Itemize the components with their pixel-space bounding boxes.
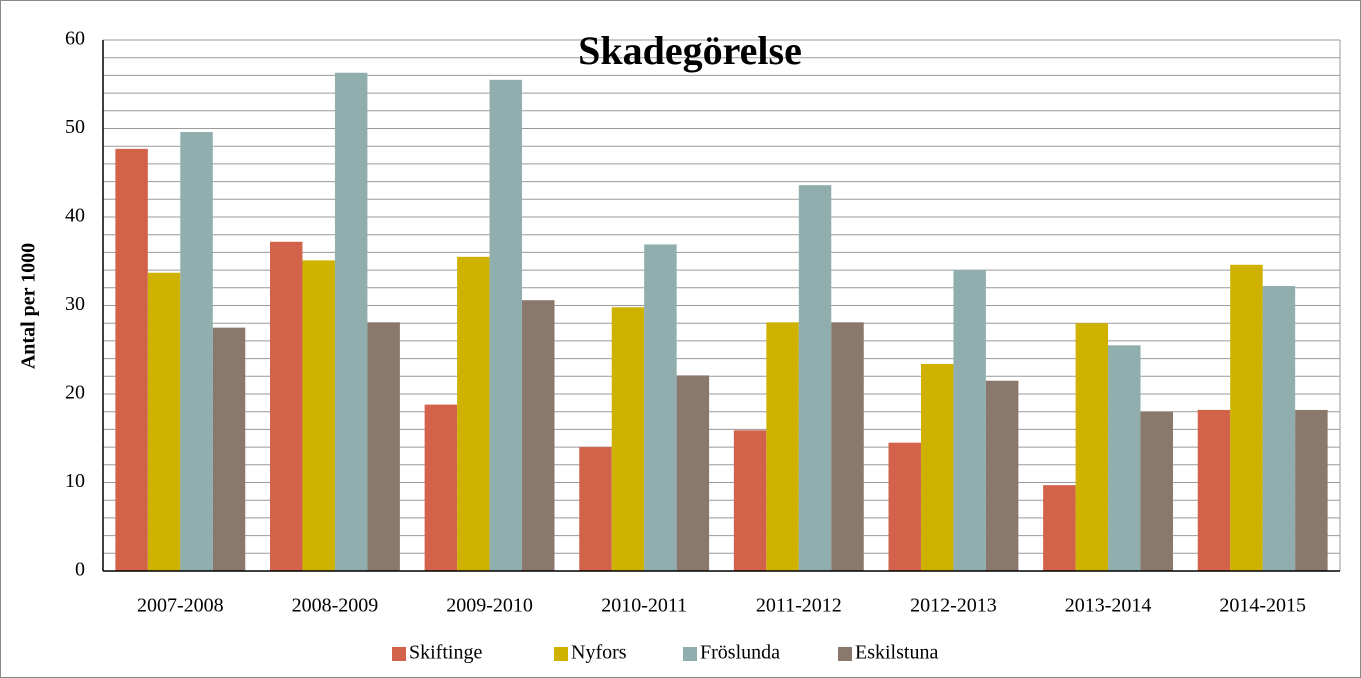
bar: [1230, 264, 1263, 571]
bar: [1108, 345, 1141, 571]
legend-swatch: [838, 647, 852, 661]
bar: [424, 404, 458, 571]
legend-label: Eskilstuna: [855, 642, 938, 664]
y-tick-label: 30: [65, 293, 85, 315]
bar: [1197, 409, 1231, 571]
legend-label: Nyfors: [571, 642, 627, 664]
legend-swatch: [554, 647, 568, 661]
bar: [180, 132, 213, 572]
bar: [147, 272, 181, 571]
bar: [1075, 323, 1109, 571]
bar: [920, 363, 954, 571]
legend-swatch: [392, 647, 406, 661]
bar: [1043, 485, 1076, 571]
legend-label: Skiftinge: [409, 642, 482, 664]
y-tick-label: 10: [65, 470, 85, 492]
bar: [1295, 409, 1328, 571]
y-tick-label: 20: [65, 382, 85, 404]
bar: [611, 307, 645, 571]
bar: [1262, 286, 1296, 571]
x-tick-label: 2008-2009: [292, 595, 379, 617]
chart-title: Skadegörelse: [578, 28, 802, 73]
bar: [457, 256, 490, 571]
bar: [798, 185, 832, 571]
bar: [985, 380, 1019, 571]
bar: [302, 260, 335, 571]
y-tick-label: 40: [65, 205, 85, 227]
y-tick-label: 0: [75, 559, 85, 581]
x-tick-label: 2007-2008: [137, 595, 224, 617]
x-tick-label: 2010-2011: [601, 595, 687, 617]
bar: [1140, 411, 1174, 571]
x-tick-label: 2009-2010: [446, 595, 533, 617]
bar: [676, 375, 710, 571]
x-tick-label: 2014-2015: [1219, 595, 1306, 617]
legend-label: Fröslunda: [700, 642, 780, 664]
legend-swatch: [683, 647, 697, 661]
bar: [766, 322, 799, 571]
bar: [212, 327, 246, 571]
bar: [644, 244, 677, 571]
bar: [367, 322, 400, 571]
bar: [334, 72, 368, 572]
bar: [115, 148, 148, 572]
bar: [489, 79, 523, 571]
x-tick-label: 2013-2014: [1065, 595, 1152, 617]
bar: [522, 300, 555, 571]
x-tick-label: 2011-2012: [756, 595, 842, 617]
x-tick-label: 2012-2013: [910, 595, 997, 617]
y-axis-label: Antal per 1000: [18, 243, 40, 369]
bar: [269, 241, 303, 571]
bar: [888, 442, 921, 571]
bar: [953, 270, 986, 571]
bar: [733, 430, 767, 571]
bar: [831, 322, 864, 571]
y-tick-label: 50: [65, 116, 85, 138]
y-tick-label: 60: [65, 28, 85, 50]
bar: [579, 447, 612, 571]
